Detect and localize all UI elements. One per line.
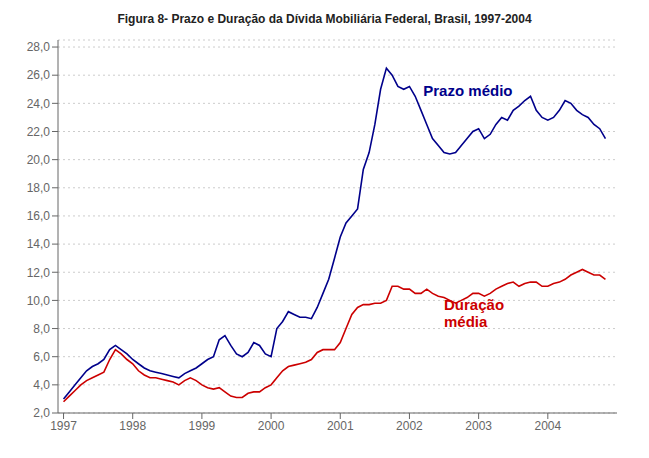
svg-text:2004: 2004 (534, 419, 561, 433)
svg-text:14,0: 14,0 (27, 237, 51, 251)
svg-text:2001: 2001 (327, 419, 354, 433)
html-text:Figura 8- Prazo e Duração da D: Figura 8- Prazo e Duração da Dívida Mobi… (117, 12, 532, 26)
svg-text:10,0: 10,0 (27, 294, 51, 308)
svg-text:2000: 2000 (258, 419, 285, 433)
svg-text:6,0: 6,0 (33, 350, 50, 364)
svg-text:16,0: 16,0 (27, 209, 51, 223)
svg-text:26,0: 26,0 (27, 68, 51, 82)
svg-text:8,0: 8,0 (33, 322, 50, 336)
svg-text:20,0: 20,0 (27, 153, 51, 167)
svg-text:12,0: 12,0 (27, 266, 51, 280)
svg-text:24,0: 24,0 (27, 97, 51, 111)
svg-text:1997: 1997 (50, 419, 77, 433)
svg-text:4,0: 4,0 (33, 378, 50, 392)
svg-text:22,0: 22,0 (27, 125, 51, 139)
svg-text:2003: 2003 (465, 419, 492, 433)
svg-text:2,0: 2,0 (33, 406, 50, 420)
svg-text:1999: 1999 (189, 419, 216, 433)
svg-text:28,0: 28,0 (27, 40, 51, 54)
svg-text:Prazo médio: Prazo médio (423, 82, 512, 99)
svg-text:1998: 1998 (119, 419, 146, 433)
svg-text:18,0: 18,0 (27, 181, 51, 195)
svg-text:2002: 2002 (396, 419, 423, 433)
svg-text:Duraçãomédia: Duraçãomédia (444, 296, 504, 330)
